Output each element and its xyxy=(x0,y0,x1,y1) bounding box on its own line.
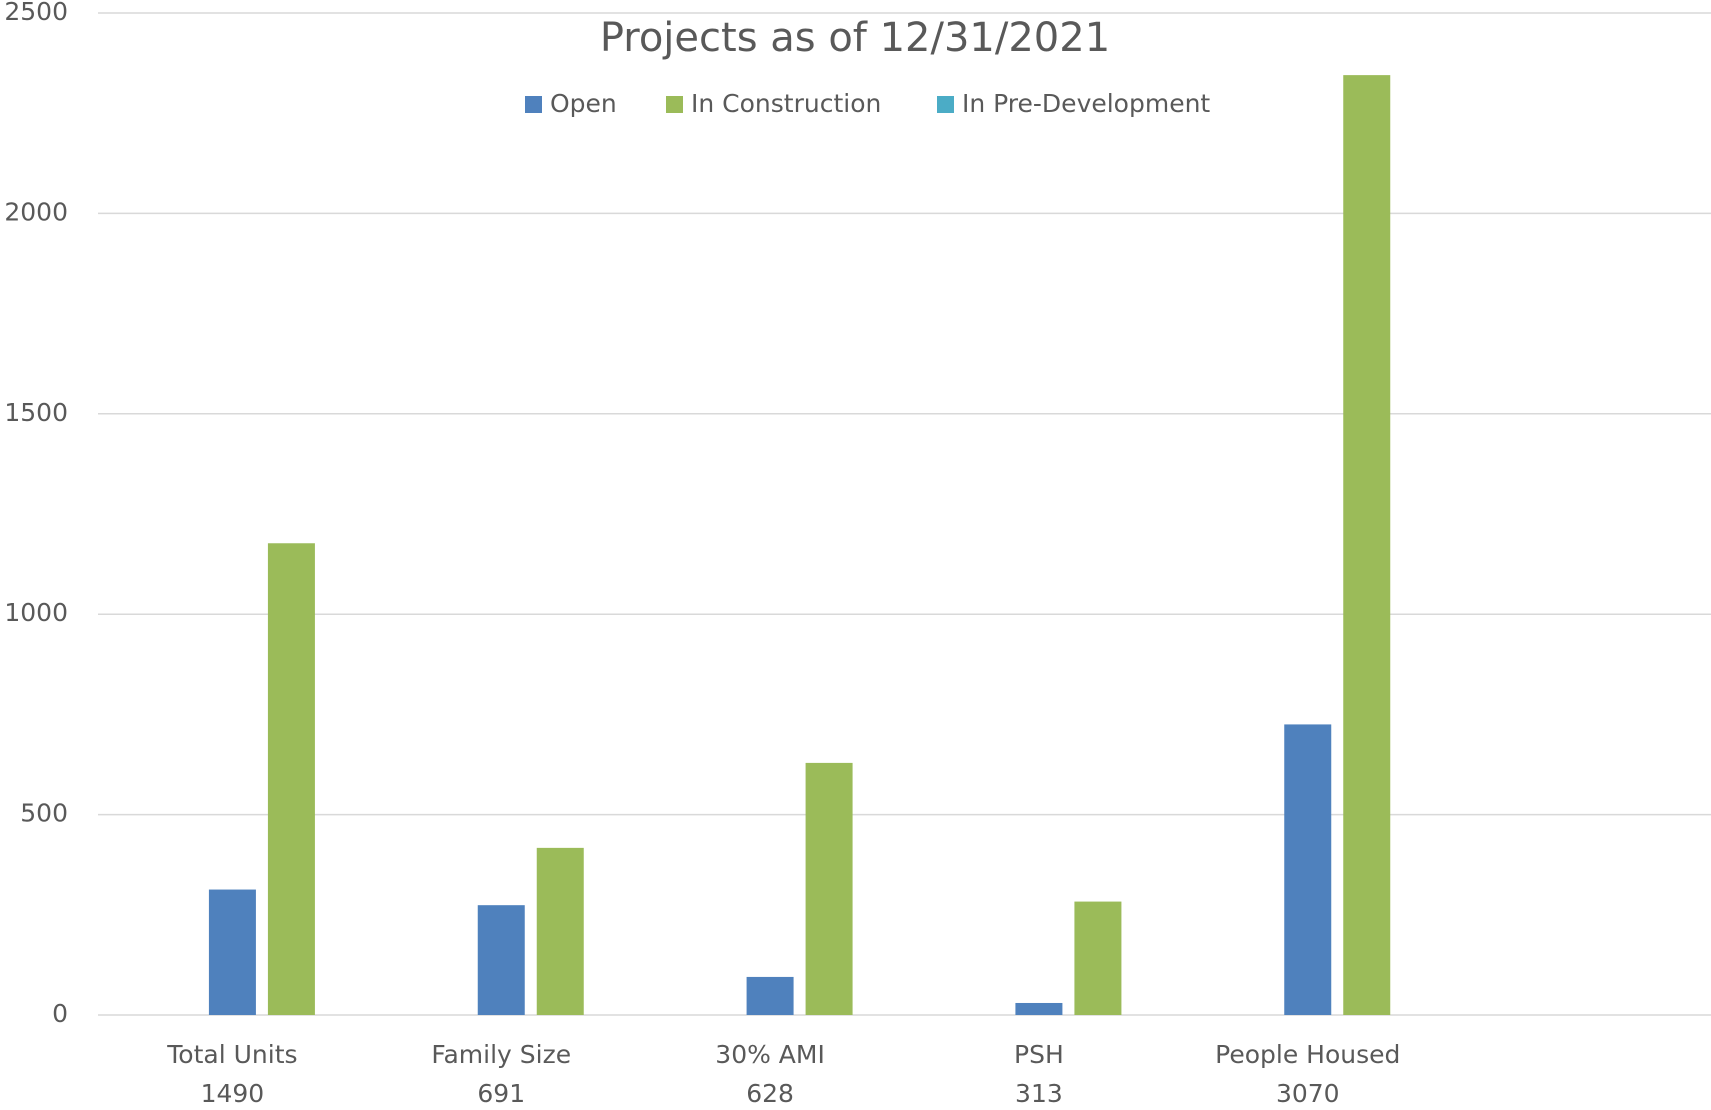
legend-swatch xyxy=(525,96,542,113)
x-tick-total: 691 xyxy=(477,1079,525,1108)
x-tick-label: 30% AMI xyxy=(715,1040,825,1069)
x-tick-total: 313 xyxy=(1015,1079,1063,1108)
x-tick-total: 3070 xyxy=(1276,1079,1340,1108)
y-tick-label: 2000 xyxy=(4,197,68,226)
x-tick-label: People Housed xyxy=(1215,1040,1400,1069)
bar xyxy=(477,905,525,1015)
x-tick-label: Total Units xyxy=(166,1040,297,1069)
x-tick-total: 628 xyxy=(746,1079,794,1108)
x-tick-label: Family Size xyxy=(431,1040,571,1069)
bar xyxy=(746,976,794,1015)
bar xyxy=(267,543,315,1015)
y-tick-label: 500 xyxy=(20,799,68,828)
y-tick-label: 0 xyxy=(52,999,68,1028)
chart-title: Projects as of 12/31/2021 xyxy=(600,15,1110,61)
legend-label: In Pre-Development xyxy=(962,89,1210,118)
bar xyxy=(536,847,584,1015)
y-tick-label: 1000 xyxy=(4,598,68,627)
y-tick-label: 2500 xyxy=(4,0,68,26)
legend-label: In Construction xyxy=(691,89,881,118)
x-tick-total: 1490 xyxy=(201,1079,265,1108)
legend-label: Open xyxy=(550,89,617,118)
legend-swatch xyxy=(937,96,954,113)
x-tick-label: PSH xyxy=(1014,1040,1064,1069)
bar xyxy=(1015,1002,1063,1015)
bar xyxy=(208,889,256,1015)
bar xyxy=(805,762,853,1015)
bar xyxy=(1284,724,1332,1015)
bar xyxy=(1074,901,1122,1015)
y-tick-label: 1500 xyxy=(4,398,68,427)
bar xyxy=(1343,75,1391,1015)
legend-swatch xyxy=(666,96,683,113)
